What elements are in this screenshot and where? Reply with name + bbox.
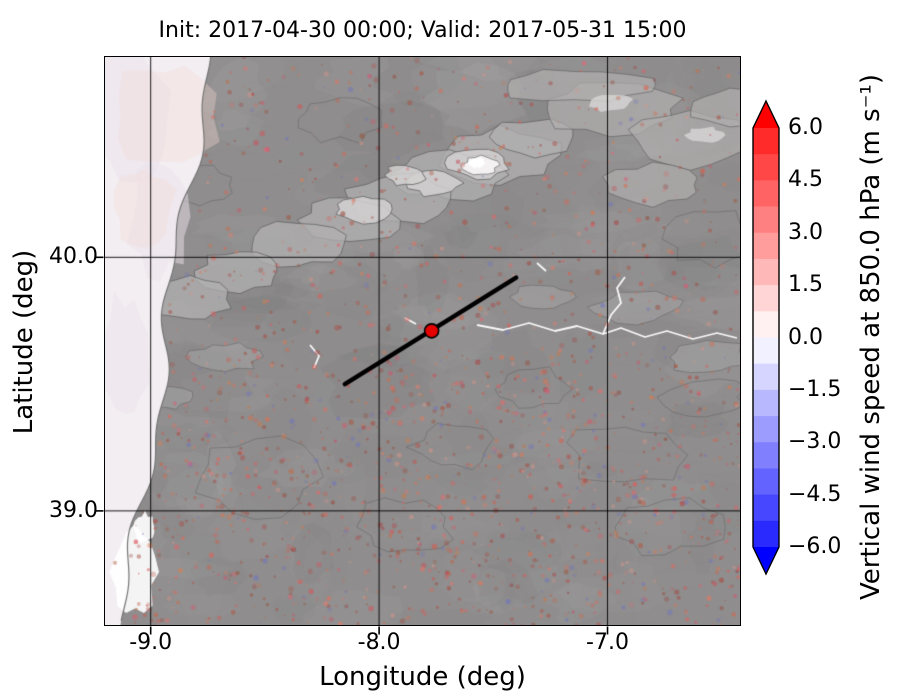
colorbar-tick-label: 3.0 <box>788 219 823 245</box>
y-axis-title: Latitude (deg) <box>9 249 39 435</box>
x-axis-tick-label: -9.0 <box>129 630 173 655</box>
x-axis-tick-label: -7.0 <box>586 630 629 655</box>
y-axis-tick-label: 39.0 <box>49 497 98 523</box>
map-canvas <box>104 56 740 625</box>
colorbar-tick-label: −3.0 <box>788 429 842 455</box>
colorbar <box>752 99 780 576</box>
colorbar-tick-label: 1.5 <box>788 272 823 298</box>
colorbar-tick-label: 6.0 <box>788 115 823 140</box>
colorbar-title: Vertical wind speed at 850.0 hPa (m s⁻¹) <box>856 74 886 600</box>
x-axis-tick-label: -8.0 <box>357 630 401 655</box>
colorbar-tick-label: −4.5 <box>788 481 842 507</box>
colorbar-tick-label: −6.0 <box>788 534 842 559</box>
y-axis-tick-label: 40.0 <box>49 244 98 270</box>
colorbar-tick-label: 4.5 <box>788 167 823 193</box>
x-axis-title: Longitude (deg) <box>319 662 526 692</box>
map-plot <box>103 55 741 626</box>
chart-title: Init: 2017-04-30 00:00; Valid: 2017-05-3… <box>158 18 687 43</box>
colorbar-tick-label: 0.0 <box>788 324 823 350</box>
colorbar-tick-label: −1.5 <box>788 376 842 402</box>
